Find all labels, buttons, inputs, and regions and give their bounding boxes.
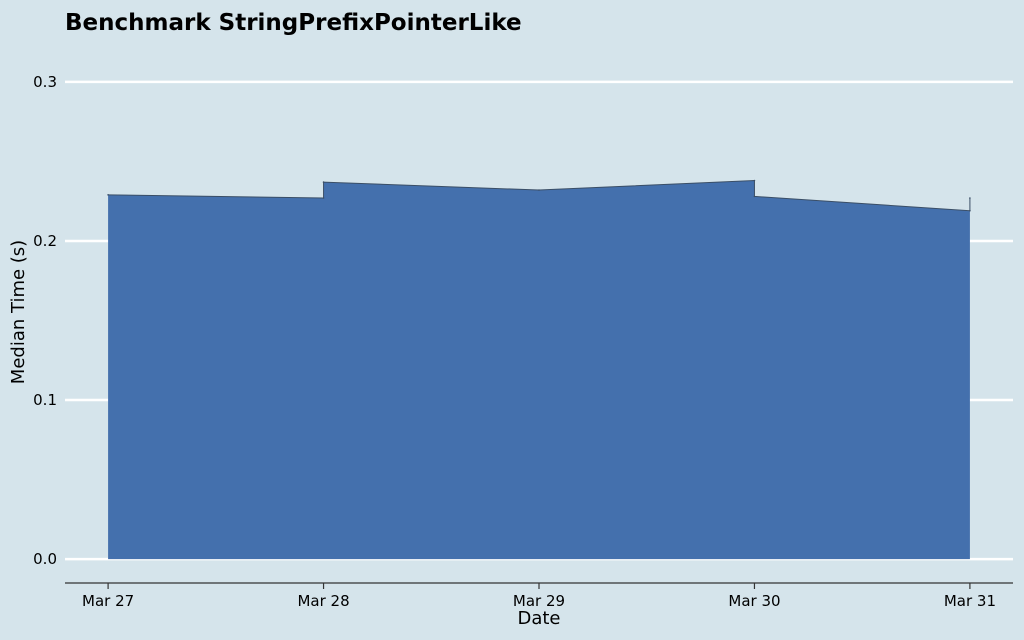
area-vertex-7	[969, 197, 971, 199]
y-tick-label: 0.0	[33, 550, 57, 568]
x-tick-label: Mar 27	[82, 592, 134, 610]
area-vertex-5	[753, 195, 756, 198]
y-tick-label: 0.3	[33, 73, 57, 91]
area-vertex-1	[322, 197, 325, 199]
area-layer	[107, 179, 971, 560]
x-tick-label: Mar 28	[297, 592, 349, 610]
area-series-0	[108, 180, 970, 560]
x-tick-label: Mar 30	[728, 592, 780, 610]
y-tick-label: 0.2	[33, 232, 57, 250]
y-tick-label: 0.1	[33, 391, 57, 409]
area-vertex-0	[107, 194, 109, 196]
y-axis-label: Median Time (s)	[8, 240, 29, 384]
area-vertex-6	[969, 209, 971, 212]
axis-layer: 0.0 0.1 0.2 0.3 Mar 27 Mar 28 Mar 29 Mar 30 Mar …	[33, 73, 1013, 610]
chart-title: Benchmark StringPrefixPointerLike	[65, 10, 522, 36]
area-vertex-2	[322, 181, 325, 183]
area-vertex-3	[538, 189, 540, 191]
x-tick-label: Mar 29	[513, 592, 565, 610]
x-axis-label: Date	[517, 608, 560, 629]
x-tick-label: Mar 31	[944, 592, 996, 610]
area-series-edge-0	[108, 179, 971, 212]
area-vertex-4	[753, 179, 756, 182]
